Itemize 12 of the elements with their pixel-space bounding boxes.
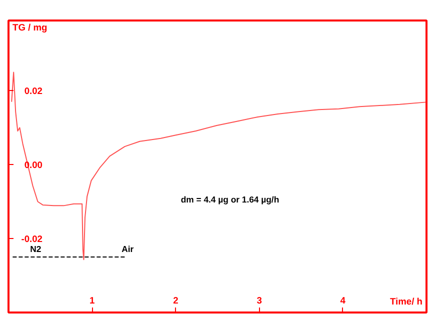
y-tick-label: -0.02 [21, 234, 43, 244]
y-tick-label: 0.02 [24, 86, 42, 96]
annotation: dm = 4.4 µg or 1.64 µg/h [180, 194, 280, 204]
y-axis-title: TG / mg [12, 22, 48, 32]
line-series [11, 72, 426, 260]
x-axis-title: Time/ h [390, 296, 423, 306]
x-tick-label: 1 [90, 296, 95, 306]
annotation: Air [122, 244, 134, 254]
x-tick-label: 2 [173, 296, 178, 306]
annotation: N2 [30, 244, 42, 254]
x-tick-label: 4 [340, 296, 346, 306]
x-tick-label: 3 [256, 296, 262, 306]
